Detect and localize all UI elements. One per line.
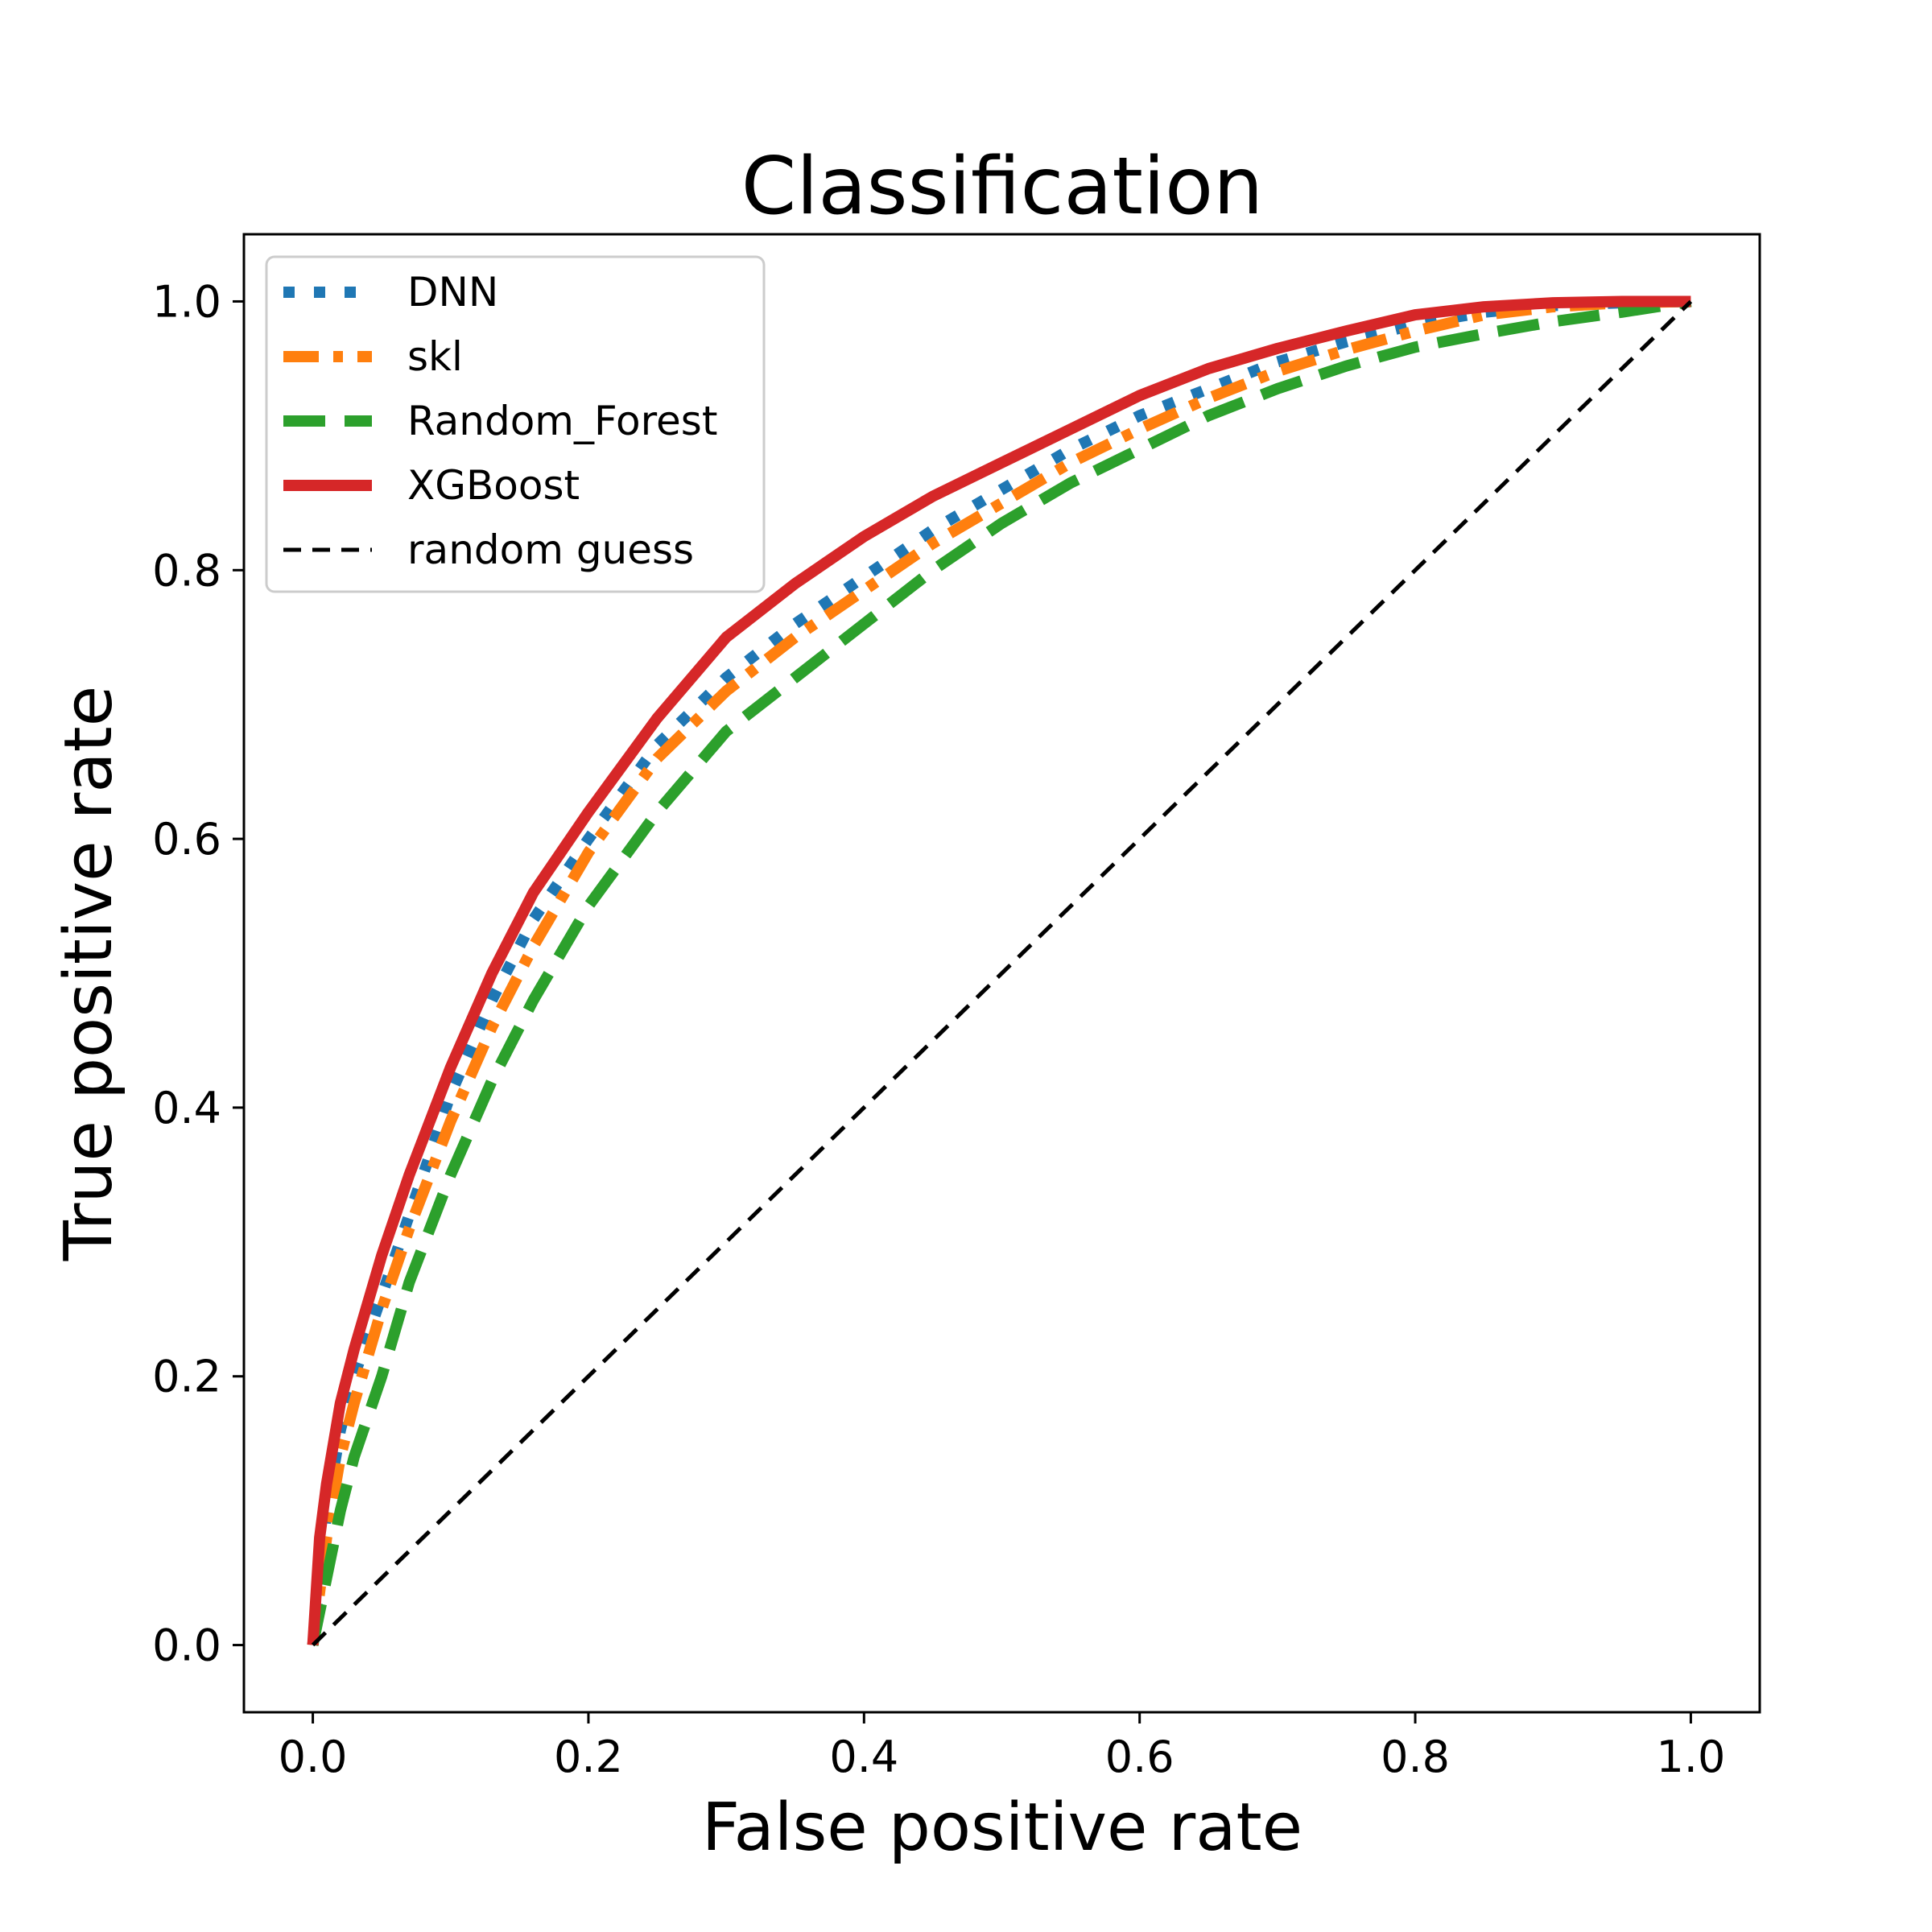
y-tick-label: 0.2 bbox=[152, 1352, 221, 1402]
x-tick-label: 1.0 bbox=[1656, 1732, 1725, 1782]
series-line-random-forest bbox=[307, 295, 1692, 1646]
y-tick-label: 0.6 bbox=[152, 814, 221, 865]
x-tick-label: 0.0 bbox=[279, 1732, 348, 1782]
series-line-random-guess bbox=[311, 299, 1693, 1647]
y-tick-label: 0.4 bbox=[152, 1083, 221, 1133]
legend-box bbox=[265, 255, 766, 593]
series-layer bbox=[307, 295, 1693, 1647]
x-tick-label: 0.2 bbox=[554, 1732, 623, 1782]
y-axis-label: True positive rate bbox=[51, 686, 127, 1262]
legend-label: Random_Forest bbox=[407, 398, 717, 444]
legend-label: random guess bbox=[407, 526, 694, 573]
series-line-skl bbox=[307, 295, 1691, 1646]
legend-label: XGBoost bbox=[407, 462, 580, 509]
ticks-layer: 0.0 0.2 0.4 0.6 0.8 1.0 0.0 0.2 0.4 0.6 0.8 1.0 bbox=[152, 276, 1725, 1782]
x-axis-label: False positive rate bbox=[702, 1790, 1302, 1866]
legend-label: DNN bbox=[407, 269, 498, 316]
y-tick-label: 0.0 bbox=[152, 1620, 221, 1671]
y-tick-label: 0.8 bbox=[152, 545, 221, 596]
plot-frame bbox=[242, 233, 1761, 1714]
x-tick-label: 0.4 bbox=[829, 1732, 898, 1782]
y-tick-label: 1.0 bbox=[152, 276, 221, 327]
legend-items: DNN skl Random_Forest XGBoost random guess bbox=[283, 269, 717, 573]
x-tick-label: 0.6 bbox=[1105, 1732, 1174, 1782]
x-tick-label: 0.8 bbox=[1381, 1732, 1450, 1782]
legend: DNN skl Random_Forest XGBoost random guess bbox=[265, 255, 766, 593]
legend-label: skl bbox=[407, 333, 463, 380]
series-line-xgboost bbox=[307, 295, 1691, 1645]
chart-title: Classification bbox=[741, 141, 1263, 233]
